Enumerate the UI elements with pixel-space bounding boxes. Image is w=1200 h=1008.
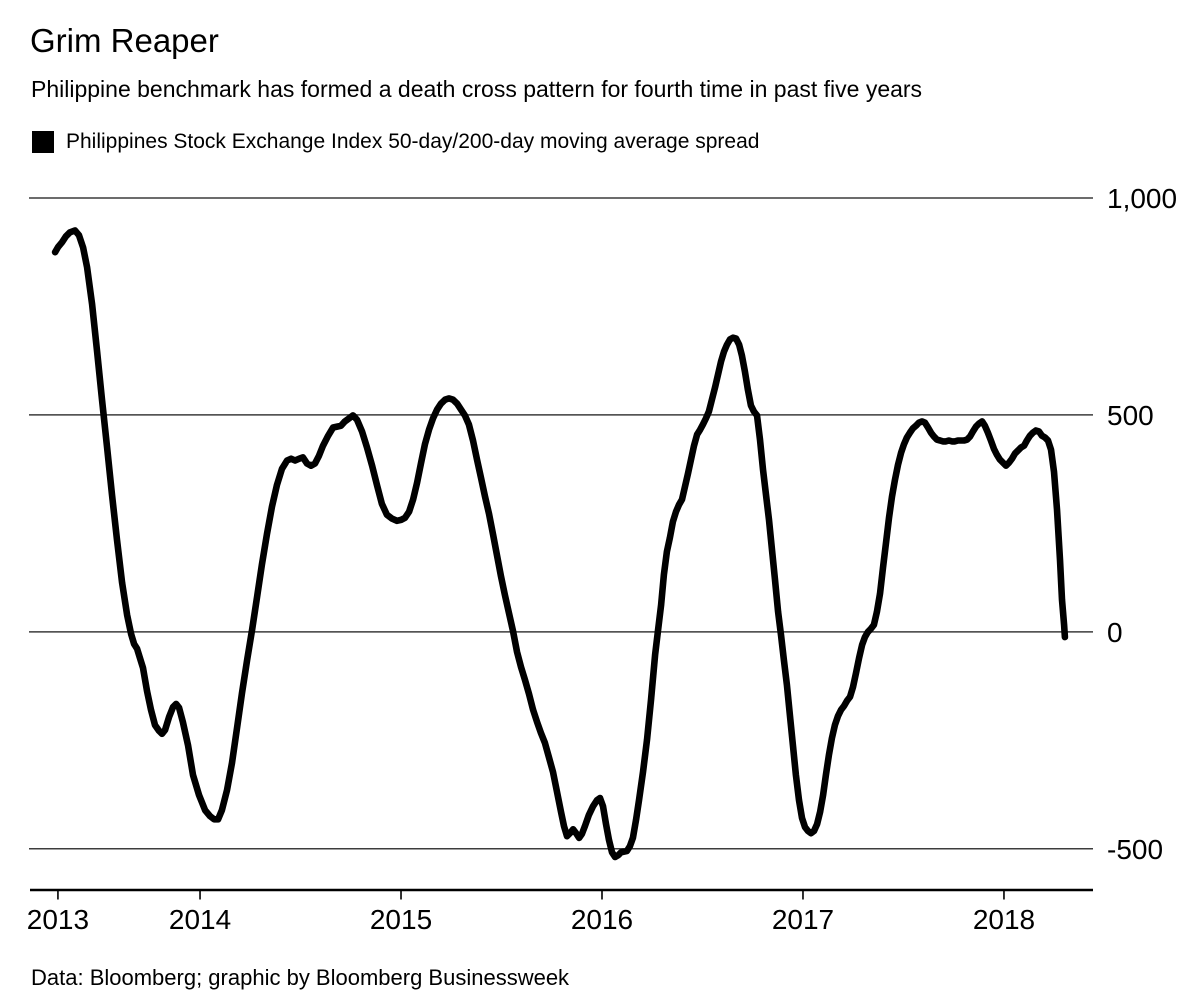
x-axis-label: 2015 — [370, 904, 432, 935]
chart-title: Grim Reaper — [30, 22, 219, 59]
legend: Philippines Stock Exchange Index 50-day/… — [32, 130, 759, 154]
spread-line — [51, 227, 1069, 861]
y-axis-label: 0 — [1107, 617, 1123, 648]
x-axis-label: 2013 — [27, 904, 89, 935]
chart-subtitle: Philippine benchmark has formed a death … — [31, 76, 923, 102]
x-axis-label: 2014 — [169, 904, 231, 935]
y-axis-label: -500 — [1107, 834, 1163, 865]
legend-label: Philippines Stock Exchange Index 50-day/… — [66, 130, 760, 153]
x-axis-label: 2018 — [973, 904, 1035, 935]
source-note: Data: Bloomberg; graphic by Bloomberg Bu… — [31, 965, 570, 990]
y-axis-label: 1,000 — [1107, 183, 1177, 214]
x-axis-label: 2017 — [772, 904, 834, 935]
legend-swatch-icon — [32, 131, 54, 153]
y-axis-label: 500 — [1107, 400, 1154, 431]
x-axis-label: 2016 — [571, 904, 633, 935]
